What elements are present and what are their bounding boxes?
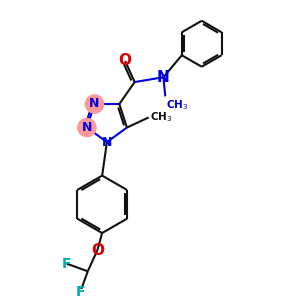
Circle shape: [78, 118, 96, 136]
Text: N: N: [89, 98, 100, 110]
Text: O: O: [118, 53, 132, 68]
Text: F: F: [75, 285, 85, 299]
Circle shape: [85, 95, 103, 113]
Text: CH$_3$: CH$_3$: [166, 98, 189, 112]
Text: N: N: [82, 121, 92, 134]
Text: N: N: [157, 70, 170, 85]
Text: N: N: [102, 136, 112, 148]
Text: O: O: [91, 243, 104, 258]
Text: F: F: [62, 256, 71, 271]
Text: CH$_3$: CH$_3$: [150, 110, 172, 124]
